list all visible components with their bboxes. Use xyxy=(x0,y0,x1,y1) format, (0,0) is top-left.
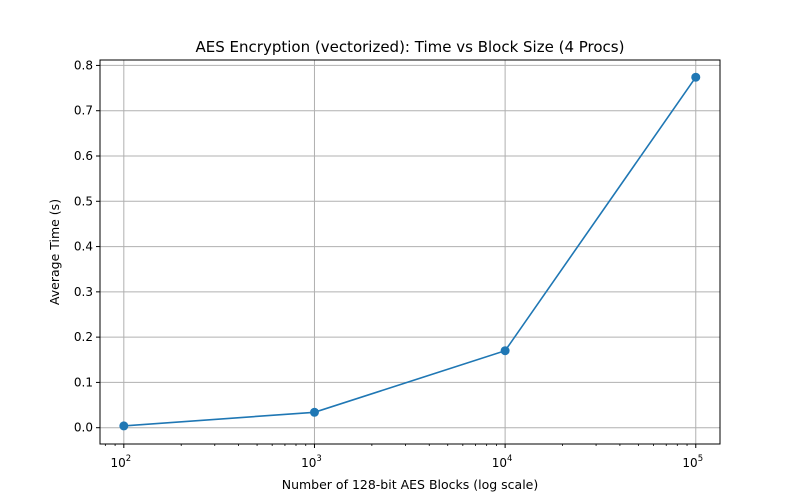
y-axis-ticks: 0.0 0.1 0.2 0.3 0.4 0.5 0.6 0.7 0.8 xyxy=(74,58,100,435)
data-point xyxy=(309,407,319,417)
y-tick-label: 0.5 xyxy=(74,194,93,208)
chart-title: AES Encryption (vectorized): Time vs Blo… xyxy=(196,38,625,56)
data-point xyxy=(691,72,701,82)
y-tick-label: 0.6 xyxy=(74,149,93,163)
x-axis-ticks: 102 103 104 105 xyxy=(104,444,703,470)
y-tick-label: 0.0 xyxy=(74,421,93,435)
x-tick-label: 105 xyxy=(682,454,703,470)
y-axis-label: Average Time (s) xyxy=(47,199,62,305)
data-point xyxy=(500,346,510,356)
x-tick-label-base: 10 xyxy=(301,456,316,470)
plot-frame xyxy=(99,59,721,445)
x-tick-label: 103 xyxy=(301,454,322,470)
data-series xyxy=(119,72,701,431)
y-tick-label: 0.4 xyxy=(74,240,93,254)
y-tick-label: 0.8 xyxy=(74,58,93,72)
x-tick-label-base: 10 xyxy=(682,456,697,470)
data-point xyxy=(119,421,129,431)
x-tick-label-exponent: 4 xyxy=(507,454,512,464)
x-axis-label: Number of 128-bit AES Blocks (log scale) xyxy=(282,477,539,492)
gridlines xyxy=(100,60,720,444)
y-tick-label: 0.2 xyxy=(74,330,93,344)
y-tick-label: 0.1 xyxy=(74,375,93,389)
x-tick-label: 104 xyxy=(492,454,513,470)
y-tick-label: 0.7 xyxy=(74,104,93,118)
x-tick-label-exponent: 3 xyxy=(316,454,321,464)
x-tick-label: 102 xyxy=(110,454,131,470)
x-tick-label-exponent: 5 xyxy=(698,454,703,464)
y-tick-label: 0.3 xyxy=(74,285,93,299)
x-tick-label-base: 10 xyxy=(492,456,507,470)
x-tick-label-base: 10 xyxy=(110,456,125,470)
x-tick-label-exponent: 2 xyxy=(126,454,131,464)
series-line xyxy=(123,76,697,427)
